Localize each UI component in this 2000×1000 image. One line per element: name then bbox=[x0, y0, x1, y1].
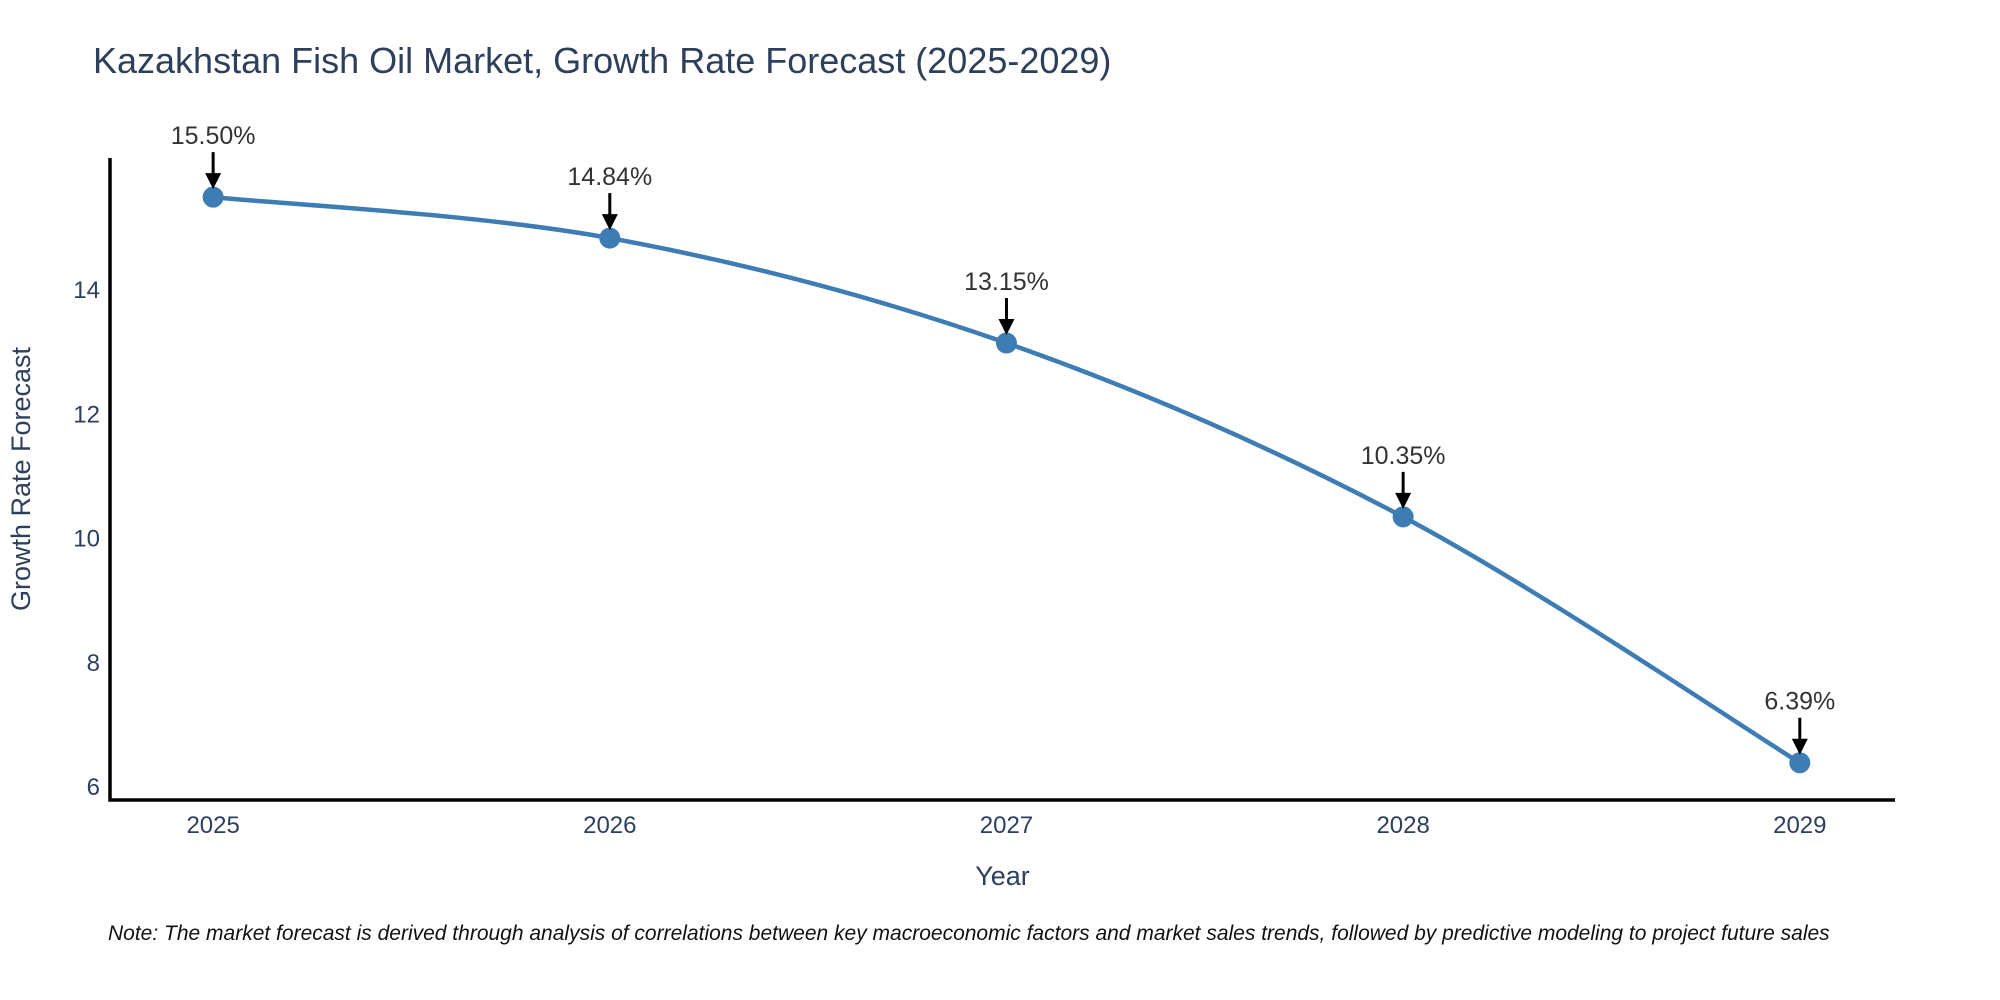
annotation-arrow-head bbox=[998, 319, 1015, 336]
x-tick-label: 2029 bbox=[1773, 812, 1826, 839]
annotation-value-label: 13.15% bbox=[964, 268, 1049, 296]
data-point-marker bbox=[599, 227, 621, 249]
y-axis-title: Growth Rate Forecast bbox=[6, 346, 36, 611]
data-point-marker bbox=[202, 186, 224, 208]
axis-spines bbox=[108, 158, 1895, 802]
footnote: Note: The market forecast is derived thr… bbox=[108, 922, 1830, 945]
y-tick-label: 8 bbox=[87, 650, 100, 677]
y-tick-label: 12 bbox=[73, 401, 100, 428]
annotation-arrow-head bbox=[1395, 492, 1412, 509]
chart-title: Kazakhstan Fish Oil Market, Growth Rate … bbox=[93, 40, 1112, 81]
annotation-value-label: 6.39% bbox=[1764, 688, 1835, 716]
annotation-value-label: 14.84% bbox=[567, 163, 652, 191]
x-tick-label: 2026 bbox=[583, 812, 636, 839]
annotation-arrow-head bbox=[1791, 738, 1808, 755]
y-tick-label: 6 bbox=[87, 774, 100, 801]
data-point-marker bbox=[995, 332, 1017, 354]
annotation-value-label: 10.35% bbox=[1361, 442, 1446, 470]
x-axis-title: Year bbox=[975, 861, 1030, 891]
data-point-marker bbox=[1789, 752, 1811, 774]
annotation-arrow-head bbox=[205, 173, 222, 190]
data-point-marker bbox=[1392, 506, 1414, 528]
x-tick-label: 2027 bbox=[980, 812, 1033, 839]
y-tick-label: 14 bbox=[73, 277, 100, 304]
x-tick-label: 2025 bbox=[186, 812, 239, 839]
annotation-value-label: 15.50% bbox=[171, 122, 256, 150]
y-tick-label: 10 bbox=[73, 526, 100, 553]
x-tick-label: 2028 bbox=[1376, 812, 1429, 839]
annotation-arrow-head bbox=[601, 214, 618, 231]
